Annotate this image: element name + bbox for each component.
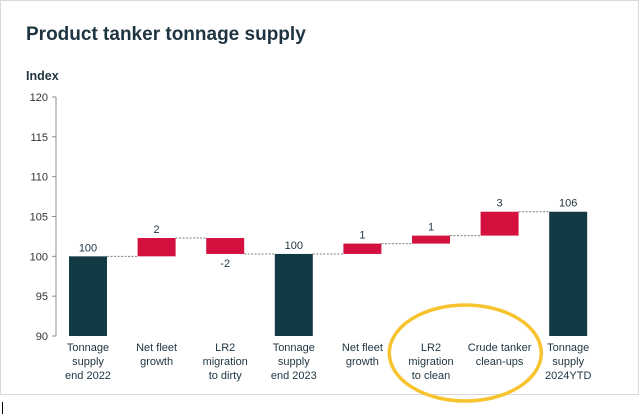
data-label: 106 [559, 198, 577, 210]
data-label: 100 [79, 242, 97, 254]
delta-bar [137, 238, 176, 257]
total-bar [549, 211, 588, 336]
category-label-line: Net fleet [342, 342, 383, 354]
y-tick-label: 90 [36, 331, 48, 343]
category-label-line: Tonnage [67, 342, 109, 354]
y-tick-label: 100 [30, 251, 48, 263]
y-tick-label: 105 [30, 212, 48, 224]
category-label-line: 2024YTD [545, 370, 592, 382]
category-label-line: Net fleet [136, 342, 177, 354]
total-bar [274, 253, 313, 336]
data-label: 100 [285, 240, 303, 252]
category-label: Net fleet growth [342, 342, 383, 368]
category-label-line: Tonnage [547, 342, 589, 354]
category-label-line: supply [278, 356, 310, 368]
chart-title: Product tanker tonnage supply [26, 24, 306, 45]
category-label-line: clean-ups [476, 356, 524, 368]
category-label: LR2 migration to dirty [203, 342, 248, 382]
category-label: Tonnage supply end 2022 [65, 342, 111, 382]
category-label-line: migration [408, 356, 453, 368]
category-label: Tonnage supply 2024YTD [545, 342, 592, 382]
category-label-line: migration [203, 356, 248, 368]
data-label: 3 [497, 198, 503, 210]
category-label-line: LR2 [421, 342, 441, 354]
data-label: -2 [220, 258, 230, 270]
category-label-line: end 2022 [65, 370, 111, 382]
delta-bar [412, 235, 450, 244]
data-label: 2 [154, 224, 160, 236]
delta-bar [480, 211, 519, 236]
data-label: 1 [359, 230, 365, 242]
category-label: Crude tanker clean-ups [468, 342, 532, 368]
category-label-line: Tonnage [273, 342, 315, 354]
y-tick-label: 120 [30, 92, 48, 104]
y-tick-label: 95 [36, 291, 48, 303]
y-tick-label: 115 [30, 132, 48, 144]
total-bar [69, 256, 107, 336]
delta-bar [206, 238, 245, 254]
highlight-ellipse [387, 303, 544, 403]
chart-frame [0, 0, 639, 395]
category-label-line: supply [72, 356, 104, 368]
category-label-line: growth [346, 356, 379, 368]
category-label-line: to dirty [209, 370, 243, 382]
category-label: LR2 migration to clean [408, 342, 453, 382]
y-tick-label: 110 [30, 172, 48, 184]
category-label-line: Crude tanker [468, 342, 532, 354]
category-label: Net fleet growth [136, 342, 177, 368]
category-label-line: growth [140, 356, 173, 368]
data-label: 1 [428, 222, 434, 234]
delta-bar [343, 243, 382, 254]
y-axis-title: Index [26, 69, 59, 83]
category-label-line: supply [552, 356, 584, 368]
category-label-line: to clean [412, 370, 451, 382]
category-label-line: LR2 [215, 342, 235, 354]
category-label: Tonnage supply end 2023 [271, 342, 317, 382]
text-cursor [2, 402, 3, 414]
category-label-line: end 2023 [271, 370, 317, 382]
